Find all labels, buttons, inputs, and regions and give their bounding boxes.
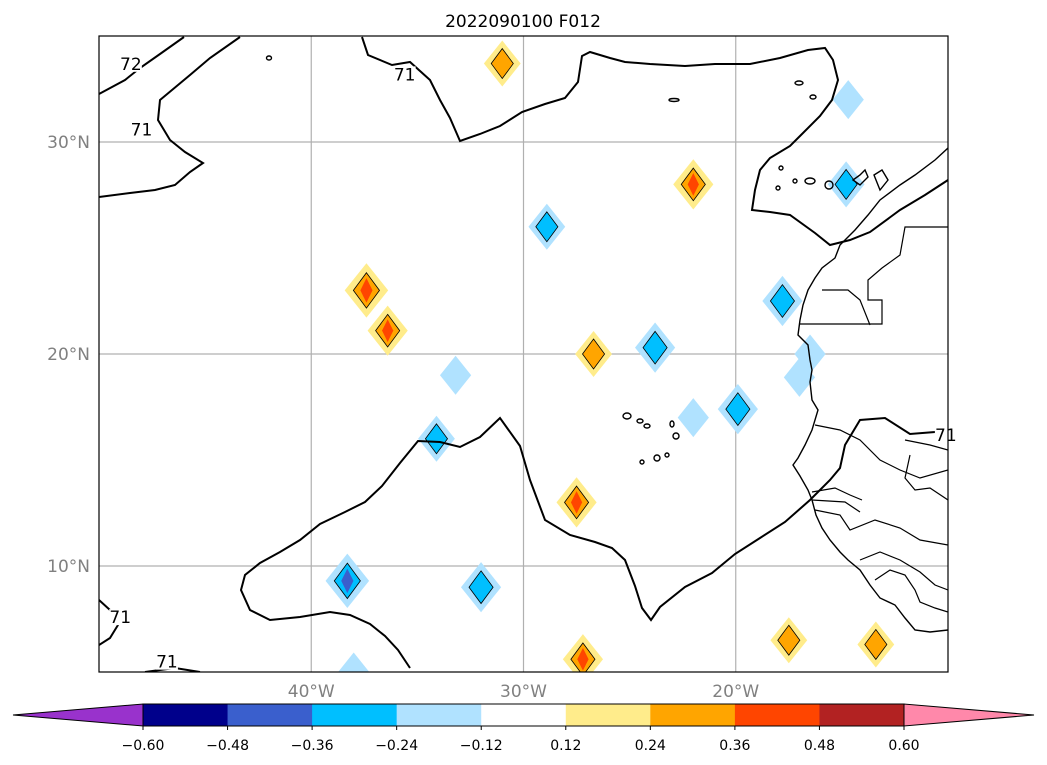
- positive-anomaly: [344, 263, 389, 318]
- lat-tick-label: 30°N: [47, 133, 90, 153]
- lat-tick-label: 10°N: [47, 557, 90, 577]
- colorbar-segment: [481, 704, 567, 726]
- map-panel: 72 71 71 71 71 71: [98, 35, 957, 673]
- anomaly-core: [577, 647, 589, 671]
- anomaly-core: [776, 289, 789, 313]
- colorbar-tick-label: −0.48: [206, 738, 249, 754]
- negative-anomaly: [783, 357, 816, 397]
- colorbar: −0.60 −0.48 −0.36 −0.24 −0.12 0.12 0.24 0.36 0.4…: [12, 703, 1035, 754]
- contour-label-bg: [119, 55, 142, 72]
- negative-anomaly: [717, 384, 758, 435]
- contour-label: 71: [131, 121, 153, 141]
- longitude-tick-labels: 40°W 30°W 20°W: [288, 682, 760, 702]
- latitude-tick-labels: 10°N 20°N 30°N: [47, 133, 90, 577]
- anomaly-inner: [424, 423, 449, 455]
- colorbar-segment: [819, 704, 905, 726]
- contour-line-71-south: [239, 416, 948, 669]
- lon-tick-label: 20°W: [712, 682, 759, 702]
- gridlines: [99, 36, 948, 672]
- negative-anomaly: [762, 275, 803, 327]
- contour-label: 71: [394, 65, 416, 85]
- anomaly-core: [382, 319, 394, 342]
- negative-anomaly: [677, 398, 709, 438]
- contour-label-bg: [934, 426, 957, 443]
- anomaly-core: [475, 575, 487, 599]
- anomaly-inner: [864, 628, 888, 661]
- colorbar-tick-label: 0.48: [804, 738, 835, 754]
- country-borders: [800, 226, 948, 613]
- contour-label-bg: [109, 609, 132, 626]
- contour-label: 71: [109, 608, 131, 628]
- anomaly-outer: [783, 357, 816, 397]
- anomaly-outer: [677, 398, 709, 438]
- negative-anomaly: [635, 322, 676, 373]
- anomaly-inner: [535, 211, 559, 243]
- contour-line-71-north: [361, 36, 948, 247]
- lon-tick-label: 40°W: [288, 682, 335, 702]
- anomaly-core: [360, 278, 373, 303]
- contour-label-bg: [130, 121, 153, 138]
- negative-anomaly: [832, 80, 864, 120]
- anomaly-core: [649, 336, 661, 359]
- anomaly-inner: [582, 338, 606, 370]
- colorbar-segment: [227, 704, 313, 726]
- colorbar-over-extension: [903, 703, 1035, 727]
- chart-title: 2022090100 F012: [445, 12, 601, 32]
- contour-label: 71: [935, 426, 957, 446]
- contour-label-bg: [393, 66, 416, 83]
- anomaly-inner: [490, 47, 514, 80]
- contour-label: 71: [156, 653, 178, 673]
- positive-anomaly: [556, 477, 597, 528]
- map-frame: [98, 35, 949, 673]
- colorbar-tick-label: −0.60: [122, 738, 165, 754]
- anomaly-outer: [338, 652, 370, 672]
- coastline: [792, 147, 948, 633]
- positive-anomaly: [367, 305, 408, 356]
- contour-label: 72: [120, 55, 142, 75]
- anomaly-outer: [832, 80, 864, 120]
- positive-anomaly: [857, 621, 895, 668]
- anomaly-core: [570, 491, 583, 514]
- lon-tick-label: 30°W: [500, 682, 547, 702]
- negative-anomaly: [418, 415, 455, 462]
- negative-anomaly: [460, 562, 502, 613]
- negative-anomaly: [439, 355, 472, 395]
- negative-anomaly: [325, 553, 370, 609]
- colorbar-segment: [565, 704, 651, 726]
- colorbar-segment: [312, 704, 398, 726]
- colorbar-tick-label: 0.24: [635, 738, 666, 754]
- contour-labels: 72 71 71 71 71 71: [109, 55, 957, 673]
- colorbar-segment: [143, 704, 229, 726]
- map-lines: [99, 36, 948, 672]
- colorbar-under-extension: [12, 703, 144, 727]
- colorbar-frame: [142, 703, 905, 727]
- anomaly-outer: [439, 355, 472, 395]
- colorbar-tick-label: −0.12: [460, 738, 503, 754]
- anomaly-core: [341, 568, 354, 594]
- anomaly-core: [732, 397, 744, 421]
- colorbar-segment: [734, 704, 820, 726]
- colorbar-tick-label: 0.36: [719, 738, 750, 754]
- islands: [265, 55, 889, 465]
- positive-anomaly: [770, 617, 808, 664]
- colorbar-tick-label: 0.12: [550, 738, 581, 754]
- colorbar-segment: [650, 704, 736, 726]
- colorbar-tick-label: 0.60: [888, 738, 919, 754]
- contour-line-71-nw: [99, 36, 241, 198]
- anomaly-inner: [777, 624, 801, 656]
- positive-anomaly: [673, 159, 714, 210]
- anomaly-core: [687, 173, 699, 196]
- contour-label-bg: [155, 653, 178, 670]
- negative-anomaly: [528, 203, 566, 250]
- anomaly-field: [325, 40, 895, 672]
- lat-tick-label: 20°N: [47, 345, 90, 365]
- colorbar-segment: [396, 704, 482, 726]
- positive-anomaly: [575, 331, 612, 377]
- positive-anomaly: [562, 634, 604, 672]
- colorbar-tick-label: −0.24: [375, 738, 418, 754]
- positive-anomaly: [483, 40, 521, 87]
- negative-anomaly: [338, 652, 370, 672]
- colorbar-tick-label: −0.36: [291, 738, 334, 754]
